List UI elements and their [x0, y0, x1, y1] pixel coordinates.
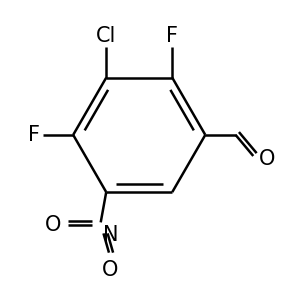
Text: Cl: Cl [96, 26, 117, 46]
Text: O: O [45, 215, 61, 235]
Text: F: F [28, 125, 40, 145]
Text: O: O [259, 149, 275, 169]
Text: O: O [102, 259, 119, 279]
Text: N: N [104, 225, 119, 245]
Text: F: F [166, 26, 178, 46]
